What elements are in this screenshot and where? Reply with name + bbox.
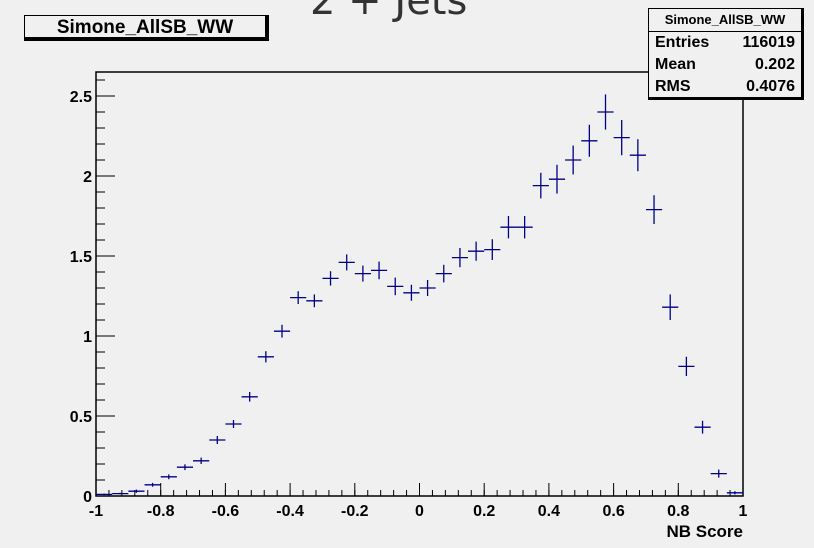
data-point (160, 474, 177, 480)
data-point (128, 489, 145, 493)
x-tick-label: -0.6 (212, 503, 240, 520)
data-point (209, 436, 226, 444)
y-tick-label: 2.5 (70, 89, 92, 106)
plot-frame (95, 71, 744, 497)
x-tick-label: -0.8 (147, 503, 175, 520)
data-point (694, 420, 711, 434)
stats-label: RMS (655, 78, 691, 95)
stats-row-rms: RMS 0.4076 (649, 76, 801, 98)
histogram-title: Simone_AllSB_WW (56, 17, 234, 38)
y-tick-labels: 0 0.5 1 1.5 2 2.5 (70, 89, 92, 506)
data-point (338, 254, 355, 271)
data-point (257, 351, 274, 363)
data-marks (96, 94, 743, 496)
stats-row-mean: Mean 0.202 (649, 54, 801, 76)
data-point (726, 491, 743, 495)
stats-title: Simone_AllSB_WW (649, 9, 801, 32)
data-point (468, 241, 485, 261)
x-tick-labels: -1 -0.8 -0.6 -0.4 -0.2 0 0.2 0.4 0.6 0.8 1 (89, 503, 748, 520)
data-point (451, 248, 469, 268)
data-point (354, 265, 371, 282)
data-point (241, 392, 258, 402)
x-tick-label: 0.8 (667, 503, 689, 520)
background-title: 2 + Jets (310, 0, 468, 24)
data-point (662, 294, 679, 320)
data-point (144, 482, 161, 487)
data-point (370, 261, 388, 280)
data-point (112, 492, 129, 495)
x-tick-label: 0.6 (602, 503, 624, 520)
data-point (645, 195, 663, 224)
data-point (225, 420, 242, 428)
data-point (548, 164, 566, 194)
stats-value: 116019 (742, 34, 795, 51)
stats-value: 0.202 (754, 56, 795, 73)
data-point (500, 216, 517, 239)
data-point (387, 277, 404, 296)
data-point (710, 469, 727, 478)
x-tick-label: 0 (415, 503, 424, 520)
data-point (532, 172, 549, 199)
axis-ticks (95, 79, 744, 497)
data-point (678, 356, 695, 376)
data-point (193, 457, 210, 464)
y-tick-label: 0 (83, 489, 92, 506)
x-tick-label: 1 (739, 503, 748, 520)
x-tick-label: -0.2 (341, 503, 369, 520)
data-point (96, 493, 113, 496)
data-point (484, 239, 501, 260)
x-tick-label: 0.4 (538, 503, 560, 520)
y-tick-label: 0.5 (70, 409, 92, 426)
x-tick-label: -1 (89, 503, 103, 520)
stats-label: Mean (655, 56, 696, 73)
data-point (435, 264, 452, 283)
y-tick-label: 1.5 (70, 249, 92, 266)
y-tick-label: 1 (83, 329, 92, 346)
data-point (306, 294, 323, 308)
x-tick-label: 0.2 (473, 503, 495, 520)
x-tick-label: -0.4 (276, 503, 304, 520)
data-point (290, 291, 307, 304)
stats-box: Simone_AllSB_WW Entries 116019 Mean 0.20… (648, 8, 804, 100)
data-point (176, 464, 194, 471)
stats-row-entries: Entries 116019 (649, 32, 801, 54)
y-tick-label: 2 (83, 169, 92, 186)
data-point (516, 216, 533, 239)
data-point (629, 139, 646, 172)
data-point (273, 324, 291, 338)
stats-label: Entries (655, 34, 710, 51)
data-point (613, 120, 630, 156)
x-axis-label: NB Score (666, 522, 743, 541)
stats-value: 0.4076 (746, 78, 795, 95)
data-point (322, 271, 339, 286)
data-point (403, 284, 420, 301)
data-point (597, 94, 614, 130)
data-point (419, 280, 436, 296)
data-point (581, 124, 598, 157)
histogram-title-box: Simone_AllSB_WW (24, 15, 269, 41)
data-point (565, 145, 582, 175)
